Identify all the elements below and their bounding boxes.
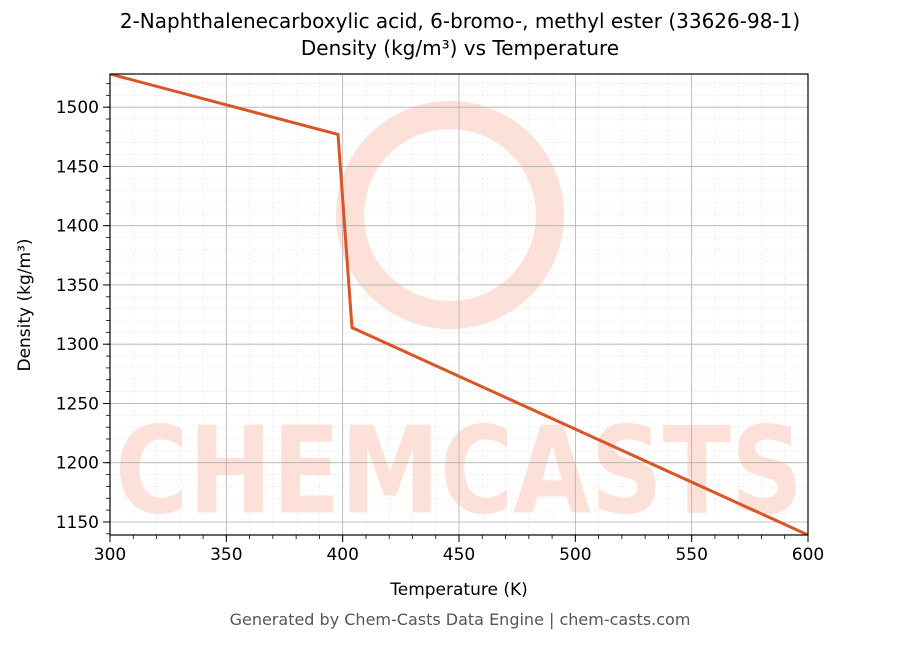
watermark-ring	[336, 101, 564, 329]
x-tick-label: 350	[210, 545, 242, 565]
chart-title: 2-Naphthalenecarboxylic acid, 6-bromo-, …	[120, 9, 800, 33]
x-axis-label: Temperature (K)	[389, 580, 528, 600]
y-tick-label: 1150	[56, 513, 99, 533]
data-line	[110, 74, 808, 535]
y-tick-label: 1250	[56, 394, 99, 414]
y-axis-label: Density (kg/m³)	[15, 238, 35, 371]
y-tick-label: 1350	[56, 276, 99, 296]
y-tick-label: 1500	[56, 98, 99, 118]
x-tick-label: 450	[443, 545, 475, 565]
x-tick-label: 600	[792, 545, 824, 565]
x-tick-label: 400	[326, 545, 358, 565]
x-tick-label: 300	[94, 545, 126, 565]
y-tick-label: 1300	[56, 335, 99, 355]
plot-frame	[109, 73, 809, 536]
x-tick-label: 500	[559, 545, 591, 565]
y-tick-label: 1200	[56, 454, 99, 474]
y-tick-label: 1450	[56, 157, 99, 177]
y-tick-label: 1400	[56, 217, 99, 237]
x-tick-label: 550	[675, 545, 707, 565]
footer: Generated by Chem-Casts Data Engine | ch…	[230, 610, 691, 629]
chart-subtitle: Density (kg/m³) vs Temperature	[301, 36, 619, 60]
